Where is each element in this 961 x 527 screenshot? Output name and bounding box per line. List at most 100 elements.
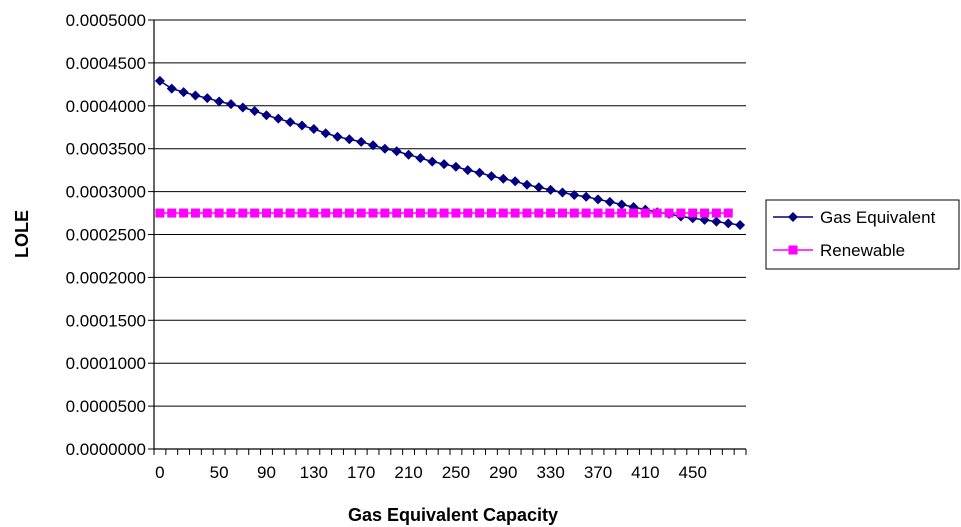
data-point <box>616 199 627 210</box>
y-axis-ticks: 0.0000000 0.0000500 0.0001000 0.0001500 0.00… <box>66 11 154 459</box>
data-point <box>475 208 485 218</box>
x-axis-title: Gas Equivalent Capacity <box>348 505 558 525</box>
series-gas-equivalent <box>154 75 746 231</box>
data-point <box>202 93 213 104</box>
data-point <box>486 208 496 218</box>
data-point <box>450 161 461 172</box>
x-tick-label: 410 <box>631 463 659 482</box>
data-point <box>309 208 319 218</box>
axes <box>153 20 746 450</box>
data-point <box>237 102 248 113</box>
gridlines <box>154 19 746 450</box>
data-point <box>202 208 212 218</box>
data-point <box>261 110 272 121</box>
x-tick-label: 90 <box>257 463 276 482</box>
data-point <box>167 208 177 218</box>
data-point <box>297 208 307 218</box>
data-point <box>333 208 343 218</box>
data-point <box>225 99 236 110</box>
data-point <box>439 159 450 170</box>
legend-item: Gas Equivalent <box>773 208 936 227</box>
data-point <box>368 208 378 218</box>
x-tick-label: 130 <box>300 463 328 482</box>
data-point <box>404 208 414 218</box>
y-tick-label: 0.0002000 <box>66 268 146 287</box>
data-point <box>474 167 485 178</box>
legend-marker <box>788 245 798 255</box>
data-point <box>285 208 295 218</box>
data-point <box>178 87 189 98</box>
data-point <box>380 208 390 218</box>
data-point <box>546 208 556 218</box>
data-point <box>308 123 319 134</box>
data-point <box>723 208 733 218</box>
data-point <box>521 179 532 190</box>
data-point <box>463 208 473 218</box>
legend: Gas Equivalent Renewable <box>765 199 960 270</box>
data-point <box>332 131 343 142</box>
data-point <box>664 208 674 218</box>
data-point <box>510 208 520 218</box>
y-tick-label: 0.0004000 <box>66 97 146 116</box>
legend-item: Renewable <box>773 241 905 260</box>
y-tick-label: 0.0003500 <box>66 140 146 159</box>
data-point <box>344 134 355 145</box>
data-point <box>249 105 260 116</box>
data-point <box>297 120 307 131</box>
data-point <box>356 208 366 218</box>
data-point <box>261 208 271 218</box>
y-axis-title: LOLE <box>12 210 32 258</box>
x-tick-label: 370 <box>584 463 612 482</box>
series-renewable <box>155 208 733 218</box>
y-tick-label: 0.0001000 <box>66 354 146 373</box>
data-point <box>155 208 165 218</box>
data-point <box>214 208 224 218</box>
data-point <box>593 194 603 205</box>
data-point <box>439 208 449 218</box>
data-point <box>190 208 200 218</box>
data-point <box>522 208 532 218</box>
data-point <box>273 208 283 218</box>
data-point <box>154 75 165 86</box>
data-point <box>640 208 650 218</box>
data-point <box>605 208 615 218</box>
data-point <box>415 208 425 218</box>
data-point <box>190 90 201 101</box>
data-point <box>569 190 580 201</box>
data-point <box>617 208 627 218</box>
x-tick-label: 250 <box>442 463 470 482</box>
y-tick-label: 0.0001500 <box>66 311 146 330</box>
data-point <box>415 153 426 164</box>
data-point <box>498 208 508 218</box>
data-point <box>391 146 402 157</box>
data-point <box>604 196 615 207</box>
data-point <box>321 208 331 218</box>
data-point <box>403 149 414 160</box>
series-layer <box>154 75 746 231</box>
data-point <box>735 220 746 231</box>
x-tick-label: 0 <box>155 463 164 482</box>
data-point <box>427 208 437 218</box>
x-tick-label: 450 <box>679 463 707 482</box>
data-point <box>723 218 734 229</box>
data-point <box>510 176 521 187</box>
y-tick-label: 0.0000000 <box>66 440 146 459</box>
data-point <box>238 208 248 218</box>
data-point <box>711 216 722 227</box>
y-tick-label: 0.0000500 <box>66 397 146 416</box>
data-point <box>273 113 284 124</box>
data-point <box>676 208 686 218</box>
data-point <box>652 208 662 218</box>
data-point <box>486 171 497 182</box>
x-tick-label: 50 <box>210 463 229 482</box>
x-tick-label: 330 <box>536 463 564 482</box>
data-point <box>356 136 367 147</box>
data-point <box>427 156 438 167</box>
data-point <box>166 83 177 94</box>
data-point <box>533 182 544 193</box>
x-axis-ticks: 0 50 90 130 170 210 250 290 330 370 410 450 <box>153 449 747 482</box>
data-point <box>629 208 639 218</box>
legend-marker <box>788 212 798 222</box>
legend-label: Gas Equivalent <box>820 208 936 227</box>
data-point <box>368 140 379 151</box>
